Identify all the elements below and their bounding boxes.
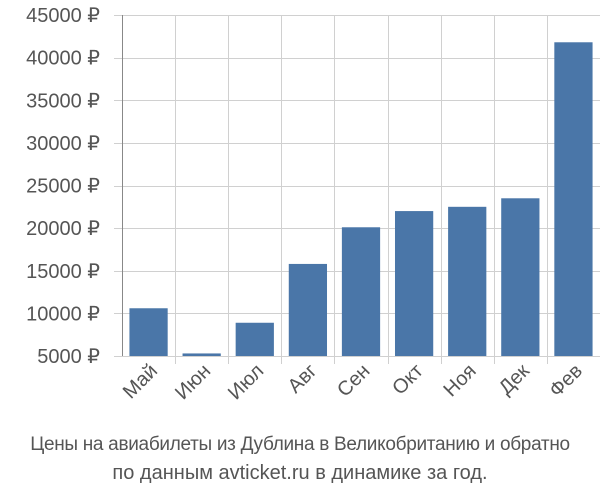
bar [448,206,487,356]
x-tick-label: Май [119,360,162,403]
bar-chart: 5000 ₽ 10000 ₽ 15000 ₽ 20000 ₽ 25000 ₽ 30000 … [26,5,600,404]
y-tick-label: 10000 ₽ [26,303,100,325]
y-tick-label: 30000 ₽ [26,133,100,155]
x-tick-label: Дек [495,360,534,399]
x-tick-label: Сен [333,360,374,401]
x-tick-label: Ноя [439,360,480,401]
bar [554,42,593,356]
y-tick-label: 45000 ₽ [26,5,100,27]
x-tick-label: Авг [284,360,322,398]
bar [501,198,540,356]
bar [394,211,434,356]
x-tick-label: Июл [224,360,268,404]
y-tick-label: 25000 ₽ [26,176,100,198]
x-tick-label: Окт [388,360,427,399]
chart-caption-line-1: Цены на авиабилеты из Дублина в Великобр… [30,434,570,455]
y-tick-label: 20000 ₽ [26,218,100,240]
bar [235,322,274,356]
x-tick-label: Фев [545,360,587,402]
y-axis-tick-labels: 5000 ₽ 10000 ₽ 15000 ₽ 20000 ₽ 25000 ₽ 30000 … [26,5,100,368]
y-tick-label: 15000 ₽ [26,261,100,283]
bar [129,308,168,356]
bar [182,353,221,356]
bar [341,227,381,356]
y-tick-label: 35000 ₽ [26,90,100,112]
bar [288,263,328,356]
grid-lines [114,15,600,364]
x-axis-tick-labels: Май Июн Июл Авг Сен Окт Ноя Дек Фев [119,360,587,404]
x-tick-label: Июн [171,360,215,404]
chart-caption-line-2: по данным avticket.ru в динамике за год. [112,462,488,484]
y-tick-label: 5000 ₽ [37,346,100,368]
bars [129,42,593,356]
y-tick-label: 40000 ₽ [26,48,100,70]
